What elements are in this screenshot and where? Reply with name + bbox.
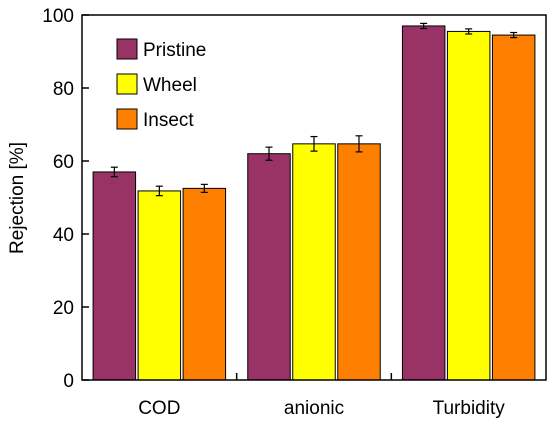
x-tick-label: COD: [138, 398, 180, 419]
legend-swatch: [116, 73, 138, 95]
bars: [92, 25, 536, 381]
bar: [446, 30, 491, 381]
legend-label: Wheel: [143, 75, 197, 96]
bar: [92, 171, 137, 381]
y-axis-title: Rejection [%]: [7, 142, 28, 254]
x-tick-label: Turbidity: [433, 398, 506, 419]
y-tick-label: 20: [53, 298, 74, 319]
bar: [491, 34, 536, 381]
legend-swatch: [116, 38, 138, 60]
axes: 0 20 40 60 80 100 COD anionic Turbidity: [42, 6, 547, 419]
bar: [247, 153, 291, 381]
legend-label: Pristine: [143, 40, 206, 61]
bar: [337, 143, 381, 381]
legend-swatch: [116, 108, 138, 130]
error-bars: [110, 22, 518, 197]
x-tick-label: anionic: [284, 398, 344, 419]
plot-frame: [81, 14, 547, 381]
bar: [137, 190, 182, 381]
bar: [401, 25, 446, 381]
legend: Pristine Wheel Insect: [116, 38, 206, 131]
y-tick-label: 100: [42, 6, 74, 27]
y-tick-label: 0: [63, 371, 74, 392]
bar: [292, 143, 336, 381]
legend-label: Insect: [143, 110, 194, 131]
y-tick-label: 40: [53, 225, 74, 246]
y-tick-label: 60: [53, 152, 74, 173]
bar: [182, 187, 227, 381]
y-tick-label: 80: [53, 79, 74, 100]
